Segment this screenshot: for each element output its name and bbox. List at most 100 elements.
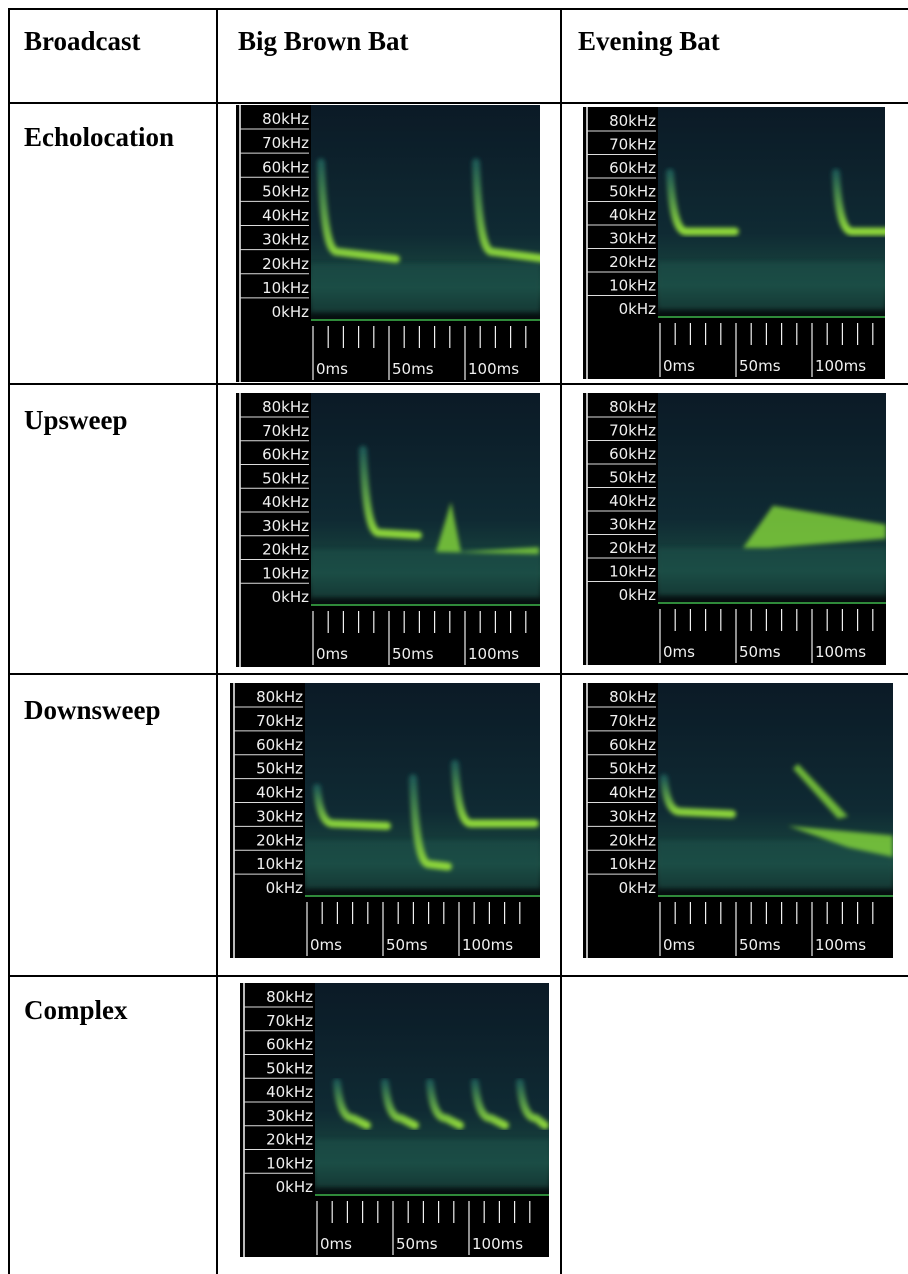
frequency-label: 60kHz	[262, 158, 309, 176]
frequency-label: 40kHz	[262, 207, 309, 225]
frequency-label: 0kHz	[619, 879, 657, 897]
call	[788, 825, 893, 857]
time-label: 100ms	[468, 360, 519, 378]
time-label: 0ms	[316, 645, 348, 663]
time-label: 50ms	[392, 360, 434, 378]
label-column	[240, 983, 315, 1195]
calls	[743, 505, 886, 548]
frequency-label: 60kHz	[256, 736, 303, 754]
frequency-label: 10kHz	[262, 279, 309, 297]
frequency-label: 10kHz	[262, 564, 309, 582]
row-label: Complex	[24, 995, 128, 1025]
frequency-label: 40kHz	[609, 206, 656, 224]
call	[472, 158, 540, 263]
frequency-label: 80kHz	[609, 112, 656, 130]
frequency-label: 30kHz	[262, 231, 309, 249]
low-noise-band	[658, 262, 885, 309]
calls	[666, 168, 885, 236]
frequency-label: 0kHz	[276, 1178, 314, 1196]
time-label: 0ms	[320, 1235, 352, 1253]
time-label: 0ms	[663, 643, 695, 661]
time-label: 100ms	[468, 645, 519, 663]
frequency-label: 20kHz	[266, 1131, 313, 1149]
calls	[313, 759, 539, 871]
spectrogram-image: 80kHz 70kHz 60kHz 50kHz 40kHz 30kHz 20kHz 10kHz…	[236, 105, 540, 382]
time-axis	[583, 603, 886, 665]
low-noise-band	[315, 1139, 549, 1187]
time-label: 50ms	[392, 645, 434, 663]
time-label: 100ms	[815, 643, 866, 661]
frequency-label: 60kHz	[262, 446, 309, 464]
table-border	[8, 383, 908, 385]
time-axis	[236, 605, 540, 667]
call	[313, 783, 391, 830]
row-label: Echolocation	[24, 122, 175, 152]
header-cell: Broadcast	[24, 26, 141, 56]
header-cell: Big Brown Bat	[238, 26, 409, 56]
call	[516, 1078, 549, 1130]
time-axis	[236, 320, 540, 382]
time-label: 100ms	[815, 936, 866, 954]
low-noise-band	[311, 549, 540, 597]
label-column	[583, 683, 658, 896]
time-label: 50ms	[386, 936, 428, 954]
table-border	[8, 673, 908, 675]
frequency-label: 10kHz	[609, 855, 656, 873]
call	[381, 1078, 419, 1130]
row-label: Upsweep	[24, 405, 128, 435]
spectrogram-image: 80kHz 70kHz 60kHz 50kHz 40kHz 30kHz 20kHz 10kHz…	[230, 683, 540, 958]
time-label: 50ms	[739, 643, 781, 661]
call	[333, 1078, 371, 1130]
spectrogram-image: 80kHz 70kHz 60kHz 50kHz 40kHz 30kHz 20kHz 10kHz…	[583, 393, 886, 665]
calls	[317, 158, 540, 263]
frequency-label: 0kHz	[272, 303, 310, 321]
time-axis	[230, 896, 540, 958]
frequency-label: 0kHz	[272, 588, 310, 606]
frequency-label: 0kHz	[266, 879, 304, 897]
call	[471, 1078, 509, 1130]
time-label: 0ms	[310, 936, 342, 954]
frequency-label: 80kHz	[262, 110, 309, 128]
time-axis	[583, 896, 893, 958]
spectrogram-image: 80kHz 70kHz 60kHz 50kHz 40kHz 30kHz 20kHz 10kHz…	[240, 983, 549, 1257]
frequency-label: 80kHz	[266, 988, 313, 1006]
frequency-label: 20kHz	[256, 831, 303, 849]
low-noise-band	[311, 263, 540, 312]
frequency-label: 70kHz	[262, 134, 309, 152]
frequency-label: 70kHz	[609, 712, 656, 730]
frequency-label: 60kHz	[609, 159, 656, 177]
frequency-label: 30kHz	[609, 516, 656, 534]
frequency-label: 40kHz	[262, 493, 309, 511]
call	[832, 168, 885, 236]
label-column	[236, 393, 311, 605]
frequency-label: 40kHz	[609, 784, 656, 802]
calls	[359, 445, 539, 555]
frequency-label: 50kHz	[262, 182, 309, 200]
label-column	[583, 107, 658, 317]
calls	[333, 1078, 549, 1130]
frequency-label: 40kHz	[266, 1083, 313, 1101]
table-border	[8, 8, 10, 1274]
calls	[660, 763, 893, 857]
frequency-label: 60kHz	[266, 1036, 313, 1054]
table-border	[8, 975, 908, 977]
table-border	[8, 102, 908, 104]
frequency-label: 60kHz	[609, 445, 656, 463]
frequency-label: 20kHz	[262, 541, 309, 559]
spectrogram-image: 80kHz 70kHz 60kHz 50kHz 40kHz 30kHz 20kHz 10kHz…	[583, 107, 885, 379]
table-border	[8, 8, 908, 10]
time-label: 0ms	[663, 357, 695, 375]
frequency-label: 0kHz	[619, 300, 657, 318]
call	[426, 1078, 464, 1130]
frequency-label: 70kHz	[262, 422, 309, 440]
frequency-label: 10kHz	[256, 855, 303, 873]
frequency-label: 70kHz	[256, 712, 303, 730]
frequency-label: 50kHz	[609, 760, 656, 778]
frequency-label: 20kHz	[609, 539, 656, 557]
label-column	[583, 393, 658, 603]
frequency-label: 50kHz	[256, 760, 303, 778]
frequency-label: 10kHz	[609, 563, 656, 581]
time-label: 50ms	[739, 357, 781, 375]
call	[359, 445, 422, 540]
frequency-label: 0kHz	[619, 586, 657, 604]
